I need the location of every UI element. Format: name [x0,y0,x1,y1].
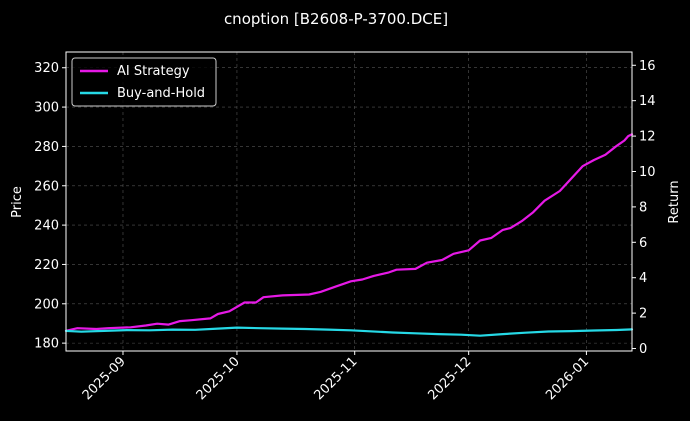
tick-label-left: 220 [34,258,59,273]
series-line-ai-strategy [64,133,634,332]
series-line-buy-and-hold [64,326,634,337]
left-y-axis: 180 200 220 240 260 280 300 320 [34,61,66,352]
plot-frame [65,51,633,352]
tick-label-left: 240 [34,219,59,234]
tick-label-left: 260 [34,179,59,194]
tick-label-right: 10 [639,165,656,180]
tick-label-left: 280 [34,140,59,155]
tick-label-right: 14 [639,94,656,109]
legend-label-ai-strategy: AI Strategy [117,64,190,79]
tick-label-left: 200 [34,297,59,312]
y-axis-label-right: Return [667,180,682,223]
tick-label-left: 180 [34,337,59,352]
tick-label-left: 300 [34,101,59,116]
tick-label-right: 16 [639,59,656,74]
legend: AI Strategy Buy-and-Hold [71,57,217,107]
legend-label-buy-and-hold: Buy-and-Hold [117,86,205,101]
tick-label-right: 12 [639,130,656,145]
tick-label-right: 8 [639,200,647,215]
right-y-axis: 0 2 4 6 8 10 12 14 16 [632,59,656,357]
tick-label-right: 6 [639,236,647,251]
chart-title: cnoption [B2608-P-3700.DCE] [224,10,448,28]
tick-label-right: 2 [639,307,647,322]
tick-label-right: 4 [639,271,647,286]
series-layer [64,133,634,337]
grid-layer [66,52,632,351]
tick-label-right: 0 [639,342,647,357]
y-axis-label-left: Price [10,186,25,218]
tick-label-left: 320 [34,61,59,76]
